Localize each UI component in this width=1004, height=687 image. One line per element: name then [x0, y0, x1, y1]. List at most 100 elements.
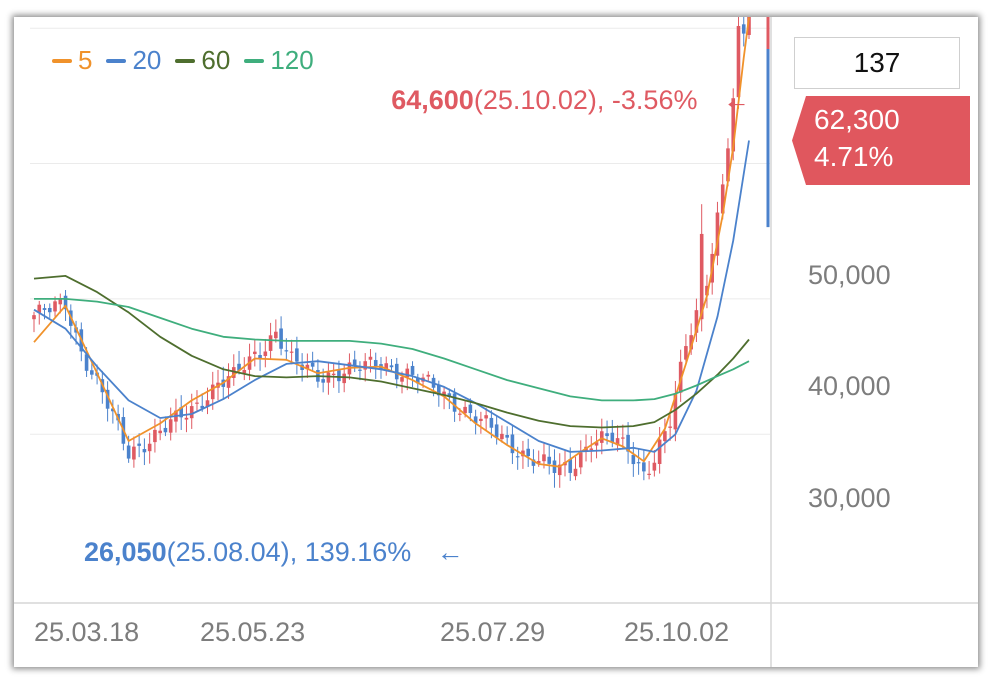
candle-body — [473, 416, 478, 424]
candle-body — [673, 393, 678, 430]
high-arrow-icon: ← — [723, 85, 750, 115]
candle-body — [489, 417, 494, 428]
current-price: 62,300 — [814, 104, 900, 135]
candle-body — [63, 295, 68, 310]
candle-body — [258, 355, 262, 359]
candle-body — [394, 363, 399, 380]
candle-body — [463, 406, 467, 414]
candle-body — [642, 462, 646, 472]
x-tick-label-3: 25.07.29 — [440, 617, 546, 647]
candle-body — [747, 17, 751, 35]
candle-body — [279, 328, 283, 349]
candle-body — [726, 148, 730, 182]
candle-body — [479, 418, 483, 421]
candle-body — [647, 473, 651, 475]
candle-body — [295, 348, 299, 362]
candle-body — [268, 335, 273, 351]
current-price-tag: 62,300 4.71% — [792, 96, 970, 185]
candle-body — [305, 364, 310, 370]
candle-body — [442, 391, 446, 397]
candle-body — [105, 389, 110, 409]
candle-body — [200, 405, 205, 409]
ma-5-line — [33, 17, 750, 468]
low-change: , 139.16% — [289, 537, 412, 567]
candle-body — [631, 454, 636, 465]
candle-body — [515, 456, 520, 458]
low-arrow-icon: ← — [436, 537, 464, 567]
candle-body — [90, 370, 94, 375]
candle-body — [189, 406, 194, 419]
candle-body — [84, 354, 89, 371]
candle-body — [284, 350, 289, 352]
candle-body — [689, 335, 693, 350]
candle-body — [384, 363, 389, 370]
candle-body — [447, 393, 452, 397]
candle-body — [547, 456, 552, 464]
candle-body — [242, 369, 247, 374]
candle-body — [331, 373, 336, 376]
y-tick-label-40000: 40,000 — [808, 371, 891, 401]
low-price: 26,050 — [84, 537, 167, 567]
period-count-value: 137 — [853, 47, 901, 78]
legend-label-ma60: 60 — [201, 45, 231, 75]
candle-body — [210, 384, 215, 400]
legend-swatch-ma5 — [52, 58, 72, 63]
candle-body — [153, 429, 157, 443]
stock-chart-panel: 5 20 60 120 64,600(25.10.02), -3.56% ← 2… — [14, 17, 978, 667]
candle-body — [326, 372, 331, 383]
candle-body — [589, 448, 594, 450]
candle-body — [253, 351, 257, 355]
candle-body — [594, 442, 599, 446]
candle-body — [42, 308, 47, 310]
candle-body — [657, 439, 662, 464]
candle-body — [137, 443, 141, 446]
candle-body — [668, 426, 672, 428]
candle-body — [573, 468, 578, 477]
period-high-annotation: 64,600(25.10.02), -3.56% ← — [391, 85, 750, 116]
period-count-box[interactable]: 137 — [794, 37, 960, 89]
candle-body — [58, 298, 63, 305]
candle-body — [132, 446, 136, 460]
candle-body — [147, 443, 152, 452]
y-tick-label-30000: 30,000 — [808, 483, 891, 513]
candle-body — [736, 25, 741, 98]
candle-body — [542, 454, 546, 462]
candle-body — [699, 233, 704, 320]
legend-swatch-ma60 — [175, 58, 196, 63]
low-date: (25.08.04) — [166, 537, 290, 567]
candle-body — [363, 361, 368, 370]
current-change: 4.71% — [814, 141, 894, 172]
candle-body — [226, 376, 231, 388]
x-tick-label-4: 25.10.02 — [624, 617, 730, 647]
ma-legend: 5 20 60 120 — [52, 45, 314, 76]
legend-label-ma20: 20 — [132, 45, 162, 75]
candle-body — [500, 433, 504, 440]
candle-body — [521, 450, 525, 457]
candle-body — [705, 285, 709, 296]
candle-body — [142, 449, 147, 453]
candle-body — [373, 360, 378, 367]
candle-body — [720, 184, 725, 214]
candle-body — [578, 452, 583, 468]
candle-body — [468, 404, 473, 414]
y-tick-label-50000: 50,000 — [808, 260, 891, 290]
candle-body — [663, 431, 667, 442]
candle-body — [621, 437, 625, 439]
legend-swatch-ma20 — [106, 58, 127, 63]
candle-body — [531, 459, 536, 466]
candle-body — [694, 310, 699, 333]
ma-60-line — [33, 274, 750, 429]
candle-body — [358, 369, 362, 371]
candle-body — [321, 379, 325, 383]
candle-body — [452, 393, 457, 412]
candle-body — [310, 362, 315, 367]
ma-20-line — [33, 140, 750, 453]
candle-body — [111, 408, 115, 412]
candle-body — [163, 427, 168, 433]
candle-body — [53, 301, 57, 312]
candle-body — [415, 378, 420, 384]
candle-body — [426, 374, 431, 377]
candle-body — [505, 435, 509, 438]
candle-body — [615, 438, 620, 446]
candle-body — [368, 356, 373, 360]
